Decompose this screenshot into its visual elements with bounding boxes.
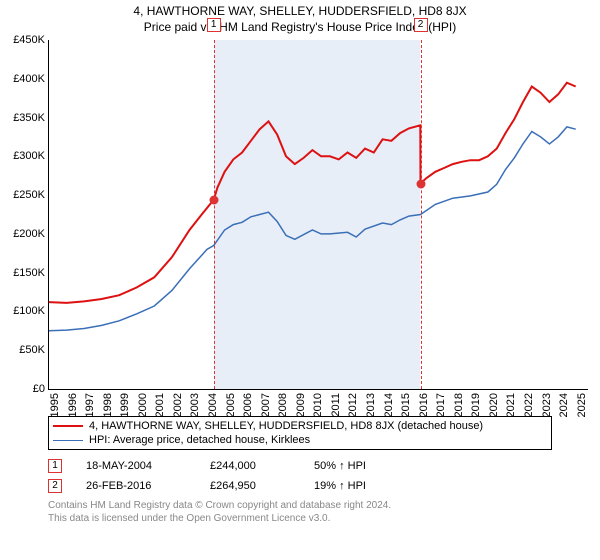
transaction-delta: 19% ↑ HPI [314, 480, 366, 492]
legend-item: HPI: Average price, detached house, Kirk… [53, 433, 547, 447]
sale-marker-box: 1 [207, 18, 221, 32]
y-axis-tick: £50K [1, 344, 45, 356]
transaction-index-box: 2 [48, 479, 62, 493]
sale-vline [214, 40, 215, 389]
y-axis-tick: £100K [1, 305, 45, 317]
series-line-hpi [49, 127, 576, 331]
legend-swatch [53, 425, 83, 427]
y-axis-tick: £450K [1, 34, 45, 46]
transaction-delta: 50% ↑ HPI [314, 460, 366, 472]
sale-marker-box: 2 [414, 18, 428, 32]
chart-title: 4, HAWTHORNE WAY, SHELLEY, HUDDERSFIELD,… [0, 0, 600, 18]
transaction-row: 2 26-FEB-2016 £264,950 19% ↑ HPI [48, 476, 552, 496]
footer-attribution: Contains HM Land Registry data © Crown c… [48, 500, 552, 525]
y-axis-tick: £150K [1, 267, 45, 279]
transaction-row: 1 18-MAY-2004 £244,000 50% ↑ HPI [48, 456, 552, 476]
legend: 4, HAWTHORNE WAY, SHELLEY, HUDDERSFIELD,… [48, 416, 552, 450]
transaction-price: £264,950 [210, 480, 290, 492]
y-axis-tick: £250K [1, 189, 45, 201]
footer-line: This data is licensed under the Open Gov… [48, 513, 552, 526]
y-axis-tick: £0 [1, 383, 45, 395]
chart-container: 4, HAWTHORNE WAY, SHELLEY, HUDDERSFIELD,… [0, 0, 600, 560]
sale-dot [209, 195, 218, 204]
plot-area: £0£50K£100K£150K£200K£250K£300K£350K£400… [48, 40, 588, 410]
transaction-index-box: 1 [48, 459, 62, 473]
y-axis-tick: £200K [1, 228, 45, 240]
plot-inner: £0£50K£100K£150K£200K£250K£300K£350K£400… [48, 40, 588, 390]
sale-dot [416, 179, 425, 188]
y-axis-tick: £400K [1, 73, 45, 85]
legend-item: 4, HAWTHORNE WAY, SHELLEY, HUDDERSFIELD,… [53, 419, 547, 433]
transaction-price: £244,000 [210, 460, 290, 472]
transaction-date: 26-FEB-2016 [86, 480, 186, 492]
transaction-date: 18-MAY-2004 [86, 460, 186, 472]
y-axis-tick: £350K [1, 112, 45, 124]
chart-subtitle: Price paid vs. HM Land Registry's House … [0, 18, 600, 40]
series-line-prop [49, 83, 576, 303]
transaction-list: 1 18-MAY-2004 £244,000 50% ↑ HPI 2 26-FE… [48, 456, 552, 496]
y-axis-tick: £300K [1, 150, 45, 162]
legend-label: HPI: Average price, detached house, Kirk… [89, 434, 310, 446]
legend-label: 4, HAWTHORNE WAY, SHELLEY, HUDDERSFIELD,… [89, 420, 483, 432]
footer-line: Contains HM Land Registry data © Crown c… [48, 500, 552, 513]
sale-vline [421, 40, 422, 389]
legend-swatch [53, 440, 83, 441]
line-svg [49, 40, 588, 389]
